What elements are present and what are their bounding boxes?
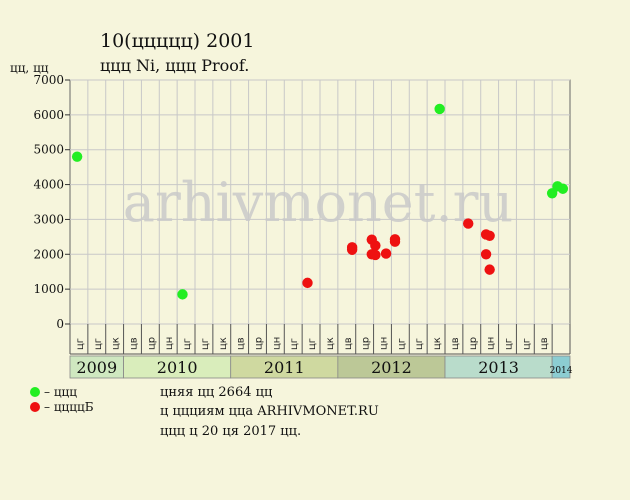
y-tick-label-1: 1000 bbox=[33, 282, 64, 296]
month-label-6: цг bbox=[182, 338, 193, 350]
month-label-20: цк bbox=[432, 337, 443, 350]
month-label-11: цн bbox=[271, 337, 282, 350]
month-label-12: цг bbox=[289, 338, 300, 350]
footer-line-1: цняя цц 2664 цц bbox=[160, 385, 273, 400]
series-1-point-7 bbox=[380, 248, 392, 259]
y-tick-label-4: 4000 bbox=[33, 178, 64, 192]
year-label-2011: 2011 bbox=[264, 358, 305, 377]
y-tick-label-7: 7000 bbox=[33, 73, 64, 87]
month-label-9: цв bbox=[236, 337, 247, 350]
month-label-8: цк bbox=[218, 337, 229, 350]
month-label-25: цг bbox=[521, 338, 532, 350]
y-tick-label-5: 5000 bbox=[33, 143, 64, 157]
series-0-point-0 bbox=[71, 151, 83, 162]
month-label-24: цг bbox=[504, 338, 515, 350]
legend-red-label: – ццццБ bbox=[44, 400, 94, 414]
year-band-2014 bbox=[551, 355, 571, 379]
month-label-18: цг bbox=[396, 338, 407, 350]
year-label-2013: 2013 bbox=[478, 358, 519, 377]
month-label-2: цк bbox=[111, 337, 122, 350]
series-1-point-6 bbox=[370, 249, 381, 261]
month-label-21: цв bbox=[450, 337, 461, 350]
chart-subtitle: ццц Ni, ццц Proof. bbox=[100, 56, 250, 75]
month-label-10: цр bbox=[254, 337, 265, 350]
legend-item-green: – ццц bbox=[30, 385, 77, 399]
legend-green-dot bbox=[30, 387, 40, 397]
series-0-point-5 bbox=[557, 183, 569, 194]
series-1-point-0 bbox=[302, 277, 313, 289]
chart-title: 10(ццццц) 2001 bbox=[100, 30, 255, 52]
month-label-19: цг bbox=[414, 338, 425, 350]
y-tick-label-3: 3000 bbox=[33, 212, 64, 226]
footer-line-2: ц ццциям цца ARHIVMONET.RU bbox=[160, 404, 379, 419]
series-0-point-2 bbox=[434, 103, 445, 115]
month-label-14: цк bbox=[325, 337, 336, 350]
series-1-point-9 bbox=[389, 236, 401, 247]
legend-green-label: – ццц bbox=[44, 385, 77, 399]
month-label-1: цг bbox=[93, 338, 104, 350]
series-1-point-2 bbox=[346, 244, 358, 255]
month-label-3: цв bbox=[129, 337, 140, 350]
series-1-point-14 bbox=[484, 264, 495, 275]
series-1-point-12 bbox=[484, 230, 495, 242]
legend-item-red: – ццццБ bbox=[30, 400, 94, 414]
month-label-17: цн bbox=[379, 337, 390, 350]
series-1-point-13 bbox=[480, 249, 492, 260]
month-label-16: цр bbox=[361, 337, 372, 350]
series-0-point-1 bbox=[177, 289, 188, 300]
y-tick-label-2: 2000 bbox=[33, 247, 64, 261]
month-label-23: цн bbox=[486, 337, 497, 350]
footer-line-3: ццц ц 20 ця 2017 цц. bbox=[160, 424, 302, 439]
month-label-13: цг bbox=[307, 338, 318, 350]
year-label-2009: 2009 bbox=[76, 358, 117, 377]
watermark-text: arhivmonet.ru bbox=[123, 171, 513, 234]
series-1-point-10 bbox=[463, 218, 474, 229]
y-axis-label: цц, цц bbox=[10, 61, 49, 75]
month-label-5: цн bbox=[164, 337, 175, 350]
month-label-0: цг bbox=[75, 338, 86, 350]
year-label-2014: 2014 bbox=[550, 366, 573, 376]
month-label-4: цр bbox=[146, 337, 157, 350]
month-label-22: цр bbox=[468, 337, 479, 350]
legend-red-dot bbox=[30, 402, 40, 412]
series-1-point-5 bbox=[370, 240, 381, 251]
y-tick-label-6: 6000 bbox=[33, 108, 64, 122]
month-label-15: цв bbox=[343, 337, 354, 350]
month-label-7: цг bbox=[200, 338, 211, 350]
year-label-2012: 2012 bbox=[371, 358, 412, 377]
year-label-2010: 2010 bbox=[157, 358, 198, 377]
month-label-26: цв bbox=[539, 337, 550, 350]
y-tick-label-0: 0 bbox=[56, 317, 64, 331]
